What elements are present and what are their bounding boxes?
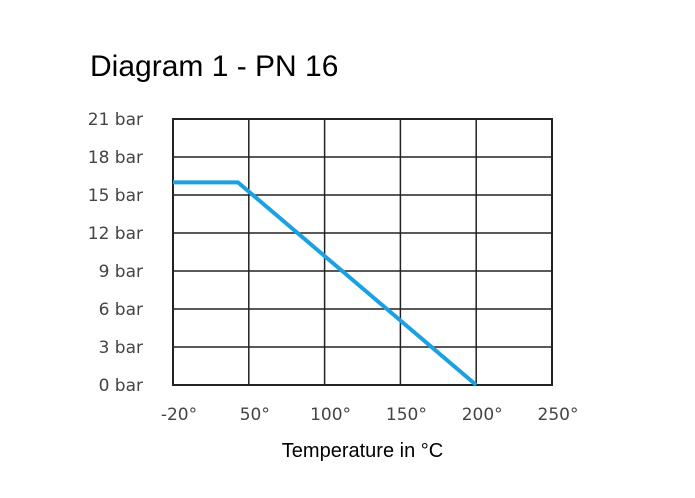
y-tick-label: 15 bar (88, 186, 143, 206)
x-tick-label: 200° (462, 405, 503, 425)
x-tick-label: 150° (386, 405, 427, 425)
y-tick-label: 0 bar (99, 376, 143, 396)
x-axis-label: Temperature in °C (281, 440, 444, 462)
y-tick-label: 9 bar (99, 262, 143, 282)
x-tick-label: 100° (310, 405, 351, 425)
x-tick-label: -20° (161, 405, 197, 425)
series-line (173, 180, 478, 387)
y-tick-label: 6 bar (99, 300, 143, 320)
chart-title: Diagram 1 - PN 16 (90, 50, 339, 83)
x-tick-label: 50° (240, 405, 270, 425)
y-tick-label: 21 bar (88, 110, 143, 130)
y-tick-label: 3 bar (99, 338, 143, 358)
y-tick-label: 18 bar (88, 148, 143, 168)
plot-frame (172, 118, 553, 386)
x-tick-label: 250° (538, 405, 579, 425)
y-tick-label: 12 bar (88, 224, 143, 244)
